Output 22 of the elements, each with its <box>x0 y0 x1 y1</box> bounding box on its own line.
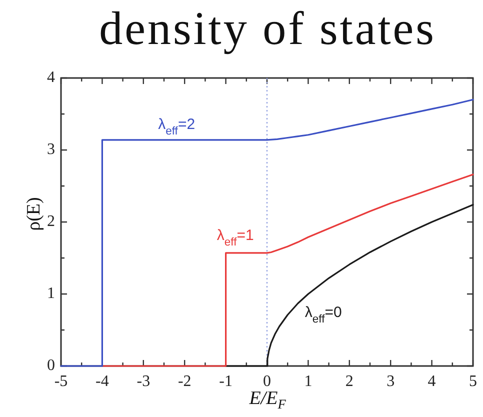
x-tick-label: -4 <box>96 372 109 390</box>
x-tick-label: 3 <box>386 372 395 390</box>
series-label: λ$_{eff}$=2 <box>158 116 196 138</box>
y-axis-title: ρ(E) <box>24 197 44 231</box>
x-axis-title: E/E$_{F}$ <box>248 388 287 412</box>
x-tick-label: 0 <box>263 372 271 390</box>
series-label: λ$_{eff}$=0 <box>304 304 342 326</box>
x-tick-label: 5 <box>469 372 477 390</box>
y-tick-label: 2 <box>47 213 55 230</box>
x-tick-label: 2 <box>345 372 354 390</box>
y-tick-label: 3 <box>47 141 55 158</box>
y-tick-label: 0 <box>47 357 55 374</box>
x-tick-label: 4 <box>428 372 436 390</box>
x-tick-label: -3 <box>136 372 150 390</box>
x-tick-label: 1 <box>304 372 312 390</box>
series-label: λ$_{eff}$=1 <box>216 227 254 249</box>
x-tick-label: -1 <box>219 372 232 390</box>
chart-title: density of states <box>98 3 437 55</box>
y-tick-label: 1 <box>47 285 55 302</box>
y-tick-label: 4 <box>47 69 55 86</box>
x-tick-label: -5 <box>54 372 68 390</box>
x-tick-label: -2 <box>178 372 192 390</box>
